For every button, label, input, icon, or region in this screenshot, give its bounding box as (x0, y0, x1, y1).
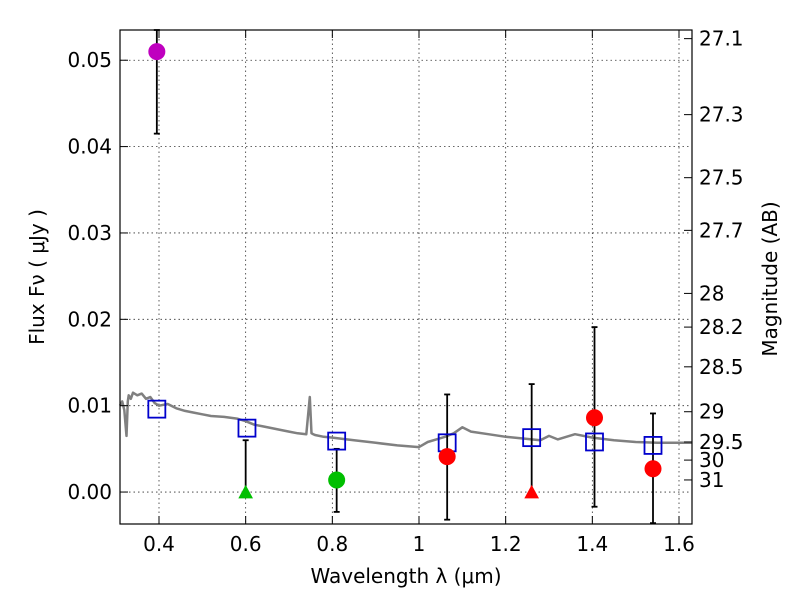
upper-limit-triangle (524, 484, 540, 499)
grid-layer (120, 30, 692, 524)
model-flux-square (147, 399, 167, 419)
right-tick-label: 29 (699, 400, 724, 424)
x-tick-label: 1.2 (490, 532, 522, 556)
y-tick-label: 0.03 (67, 221, 112, 245)
y-axis-label: Flux Fν ( μJy ) (25, 209, 49, 345)
model-spectrum-line (118, 391, 692, 449)
y-tick-label: 0.00 (67, 480, 112, 504)
plot-frame (119, 29, 693, 525)
spectrum-layer (118, 391, 692, 449)
right-tick-label: 28.5 (699, 355, 744, 379)
y-axis-right-label: Magnitude (AB) (758, 201, 782, 356)
model-flux-square (522, 428, 542, 448)
right-tick-label: 28.2 (699, 315, 744, 339)
x-tick-label: 1.4 (576, 532, 608, 556)
x-axis-label: Wavelength λ (μm) (310, 564, 501, 588)
right-tick-label: 30 (699, 448, 724, 472)
model-flux-square (237, 418, 257, 438)
y-tick-label: 0.05 (67, 48, 112, 72)
errorbar-layer (153, 29, 656, 525)
model-flux-square (327, 431, 347, 451)
model-flux-square (585, 432, 604, 452)
x-tick-label: 1 (413, 532, 426, 556)
x-tick-label: 1.6 (663, 532, 695, 556)
upper-limit-triangle (238, 484, 254, 499)
x-tick-label: 0.8 (316, 532, 348, 556)
tick-layer: 0.4 0.6 0.8 1 1.2 1.4 1.6 0.00 0.01 0.02 0.03 0.04 0… (67, 27, 743, 556)
x-tick-label: 0.6 (230, 532, 262, 556)
right-tick-label: 27.1 (699, 27, 744, 51)
observed-flux-point (644, 460, 662, 478)
right-tick-label: 27.5 (699, 166, 744, 190)
x-tick-label: 0.4 (143, 532, 175, 556)
model-flux-square (643, 436, 663, 455)
observed-flux-point (328, 471, 346, 489)
y-tick-label: 0.04 (67, 135, 112, 159)
y-tick-label: 0.02 (67, 307, 112, 331)
right-tick-label: 31 (699, 468, 724, 492)
observed-flux-point (438, 448, 456, 466)
right-tick-label: 27.3 (699, 103, 744, 127)
y-tick-label: 0.01 (67, 394, 112, 418)
right-tick-label: 28 (699, 281, 724, 305)
observed-flux-point (586, 409, 603, 427)
right-tick-label: 27.7 (699, 218, 744, 242)
point-layer (147, 43, 663, 499)
right-tick-label: 29.5 (699, 430, 744, 454)
observed-flux-point (148, 43, 166, 61)
